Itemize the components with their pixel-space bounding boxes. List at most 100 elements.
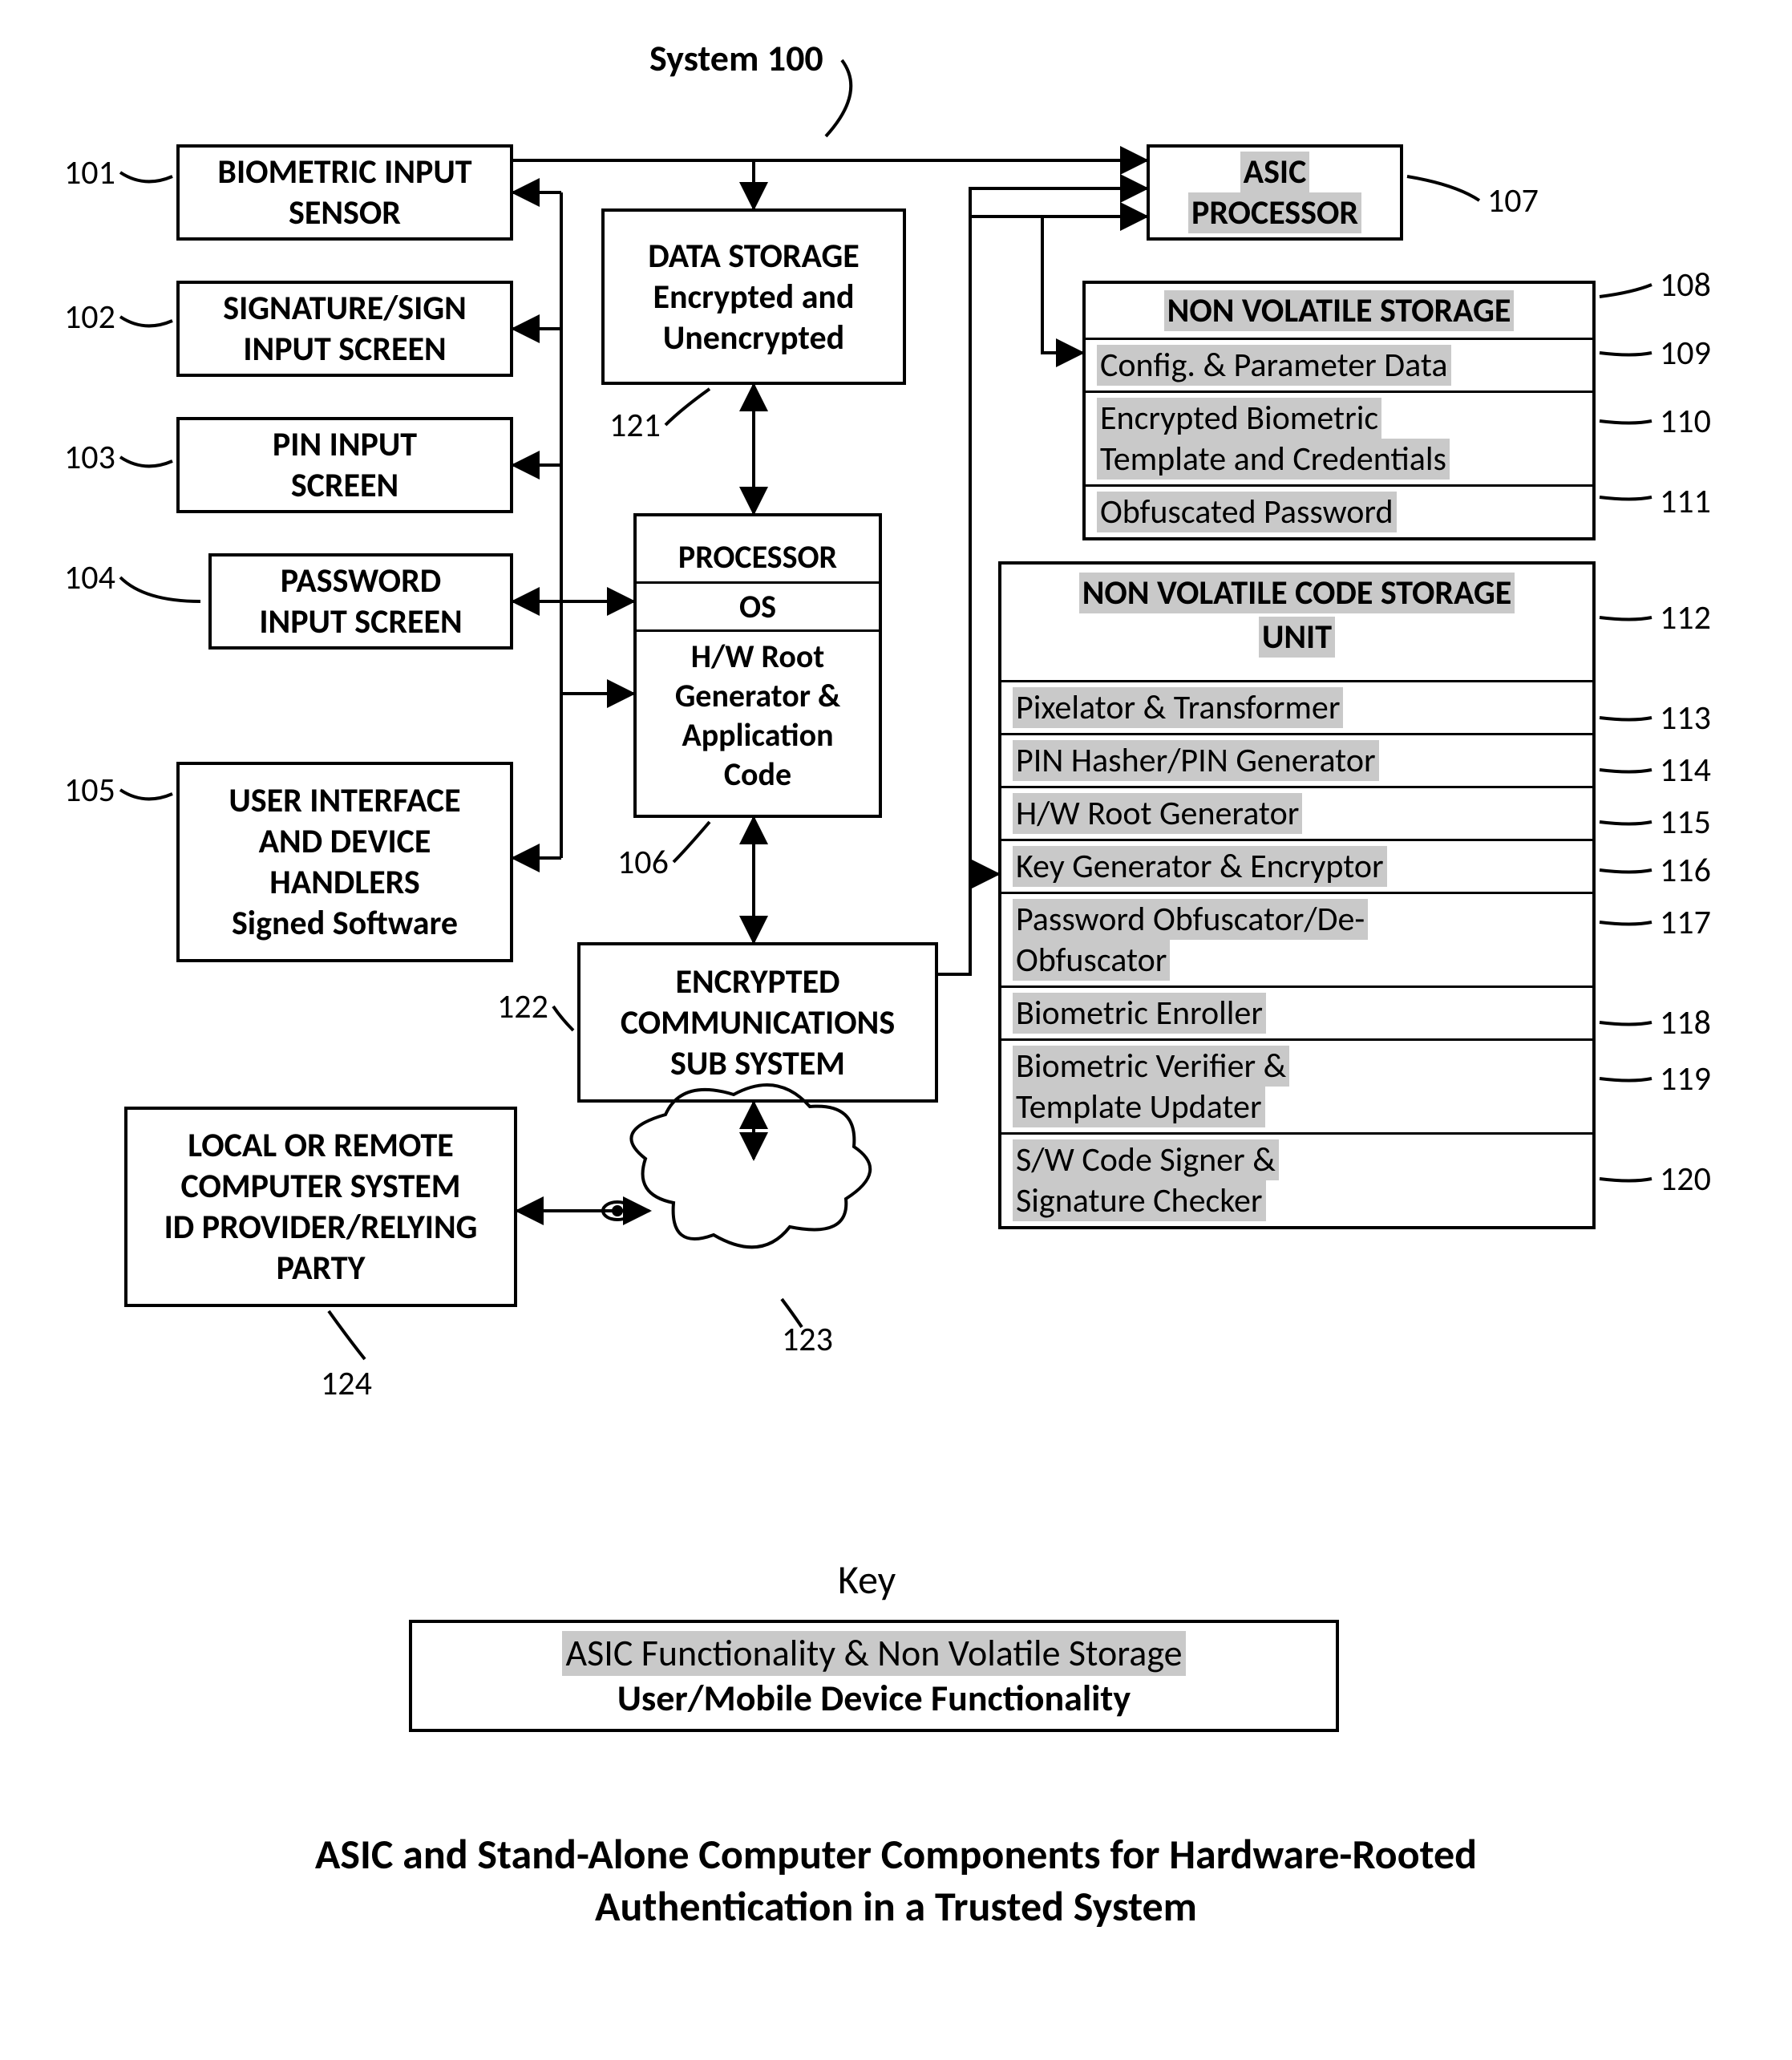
ref-123: 123 <box>782 1319 833 1360</box>
text: OS <box>637 584 879 629</box>
text: User/Mobile Device Functionality <box>420 1676 1328 1721</box>
text: Key Generator & Encryptor <box>1013 846 1387 887</box>
ref-108: 108 <box>1660 265 1711 306</box>
text: PROCESSOR <box>637 532 879 581</box>
box-pin-input: PIN INPUT SCREEN <box>176 417 513 513</box>
ref-119: 119 <box>1660 1058 1711 1099</box>
box-asic-processor: ASIC PROCESSOR <box>1147 144 1403 241</box>
box-biometric-input-sensor: BIOMETRIC INPUT SENSOR <box>176 144 513 241</box>
ref-114: 114 <box>1660 750 1711 791</box>
caption-l1: ASIC and Stand-Alone Computer Components… <box>0 1828 1792 1880</box>
text: INPUT SCREEN <box>220 601 502 642</box>
text: COMPUTER SYSTEM <box>136 1166 506 1207</box>
row-120: S/W Code Signer & Signature Checker <box>1001 1132 1592 1226</box>
box-encrypted-comms: ENCRYPTED COMMUNICATIONS SUB SYSTEM <box>577 942 938 1103</box>
text: PIN Hasher/PIN Generator <box>1013 740 1379 781</box>
text: ASIC Functionality & Non Volatile Storag… <box>562 1631 1185 1676</box>
ref-111: 111 <box>1660 481 1711 522</box>
ref-103: 103 <box>64 437 115 478</box>
ref-115: 115 <box>1660 802 1711 843</box>
diagram-canvas: System 100 BIOMETRIC INPUT SENSOR 101 SI… <box>0 0 1792 2060</box>
row-116: Key Generator & Encryptor <box>1001 839 1592 892</box>
text: SIGNATURE/SIGN <box>188 288 502 329</box>
text: ENCRYPTED <box>589 961 927 1002</box>
text: Signed Software <box>188 903 502 944</box>
text: Biometric Enroller <box>1013 993 1266 1034</box>
ref-122: 122 <box>497 986 548 1027</box>
ref-110: 110 <box>1660 401 1711 442</box>
ref-113: 113 <box>1660 698 1711 739</box>
text: SENSOR <box>188 192 502 233</box>
text: LOCAL OR REMOTE <box>136 1125 506 1166</box>
box-local-remote: LOCAL OR REMOTE COMPUTER SYSTEM ID PROVI… <box>124 1107 517 1307</box>
text: NON VOLATILE CODE STORAGE <box>1079 573 1515 613</box>
text: Encrypted Biometric <box>1097 398 1381 439</box>
text: Encrypted and <box>613 277 895 318</box>
box-nv-code-storage: NON VOLATILE CODE STORAGE UNIT Pixelator… <box>998 561 1596 1229</box>
text: HANDLERS <box>188 862 502 903</box>
box-signature-input: SIGNATURE/SIGN INPUT SCREEN <box>176 281 513 377</box>
text: Obfuscated Password <box>1097 492 1397 532</box>
text: Signature Checker <box>1013 1180 1266 1221</box>
text: INPUT SCREEN <box>188 329 502 370</box>
text: Config. & Parameter Data <box>1097 345 1451 386</box>
text: Pixelator & Transformer <box>1013 687 1343 728</box>
row-110: Encrypted Biometric Template and Credent… <box>1086 391 1592 484</box>
text: H/W Root Generator <box>1013 793 1302 834</box>
text: AND DEVICE <box>188 821 502 862</box>
ref-104: 104 <box>64 557 115 598</box>
row-115: H/W Root Generator <box>1001 786 1592 839</box>
text: UNIT <box>1259 617 1335 658</box>
system-label: System 100 <box>649 36 823 81</box>
row-113: Pixelator & Transformer <box>1001 680 1592 733</box>
text: BIOMETRIC INPUT <box>188 152 502 192</box>
box-key: ASIC Functionality & Non Volatile Storag… <box>409 1620 1339 1732</box>
box-password-input: PASSWORD INPUT SCREEN <box>208 553 513 650</box>
box-nv-storage: NON VOLATILE STORAGE Config. & Parameter… <box>1082 281 1596 540</box>
text: SCREEN <box>188 465 502 506</box>
row-118: Biometric Enroller <box>1001 985 1592 1038</box>
caption-l2: Authentication in a Trusted System <box>0 1880 1792 1932</box>
text: SUB SYSTEM <box>589 1043 927 1084</box>
row-114: PIN Hasher/PIN Generator <box>1001 733 1592 786</box>
ref-102: 102 <box>64 297 115 338</box>
text: Password Obfuscator/De- <box>1013 899 1368 940</box>
ref-116: 116 <box>1660 850 1711 891</box>
ref-105: 105 <box>64 770 115 811</box>
text: DATA STORAGE <box>613 236 895 277</box>
text: H/W Root <box>637 632 879 676</box>
text: Unencrypted <box>613 318 895 358</box>
text: PIN INPUT <box>188 424 502 465</box>
box-processor: PROCESSOR OS H/W Root Generator & Applic… <box>633 513 882 818</box>
text: S/W Code Signer & <box>1013 1139 1279 1180</box>
ref-101: 101 <box>64 152 115 193</box>
ref-118: 118 <box>1660 1002 1711 1043</box>
ref-109: 109 <box>1660 333 1711 374</box>
ref-106: 106 <box>617 842 669 883</box>
text: ID PROVIDER/RELYING <box>136 1207 506 1248</box>
text: Code <box>637 755 879 799</box>
text: Template and Credentials <box>1097 439 1450 480</box>
text: NON VOLATILE STORAGE <box>1164 290 1515 331</box>
ref-117: 117 <box>1660 902 1711 943</box>
text: Template Updater <box>1013 1087 1265 1127</box>
text: Application <box>637 715 879 755</box>
ref-112: 112 <box>1660 597 1711 638</box>
ref-121: 121 <box>609 405 661 446</box>
row-119: Biometric Verifier & Template Updater <box>1001 1038 1592 1132</box>
text: Biometric Verifier & <box>1013 1046 1289 1087</box>
box-ui-handlers: USER INTERFACE AND DEVICE HANDLERS Signe… <box>176 762 513 962</box>
row-111: Obfuscated Password <box>1086 484 1592 537</box>
row-109: Config. & Parameter Data <box>1086 338 1592 391</box>
box-data-storage: DATA STORAGE Encrypted and Unencrypted <box>601 208 906 385</box>
text: Obfuscator <box>1013 940 1170 981</box>
key-label: Key <box>838 1556 896 1605</box>
text: PARTY <box>136 1248 506 1289</box>
text: Generator & <box>637 676 879 715</box>
text: USER INTERFACE <box>188 780 502 821</box>
ref-120: 120 <box>1660 1159 1711 1200</box>
text: PASSWORD <box>220 561 502 601</box>
text: PROCESSOR <box>1188 192 1361 233</box>
ref-107: 107 <box>1487 180 1539 221</box>
ref-124: 124 <box>321 1363 372 1404</box>
